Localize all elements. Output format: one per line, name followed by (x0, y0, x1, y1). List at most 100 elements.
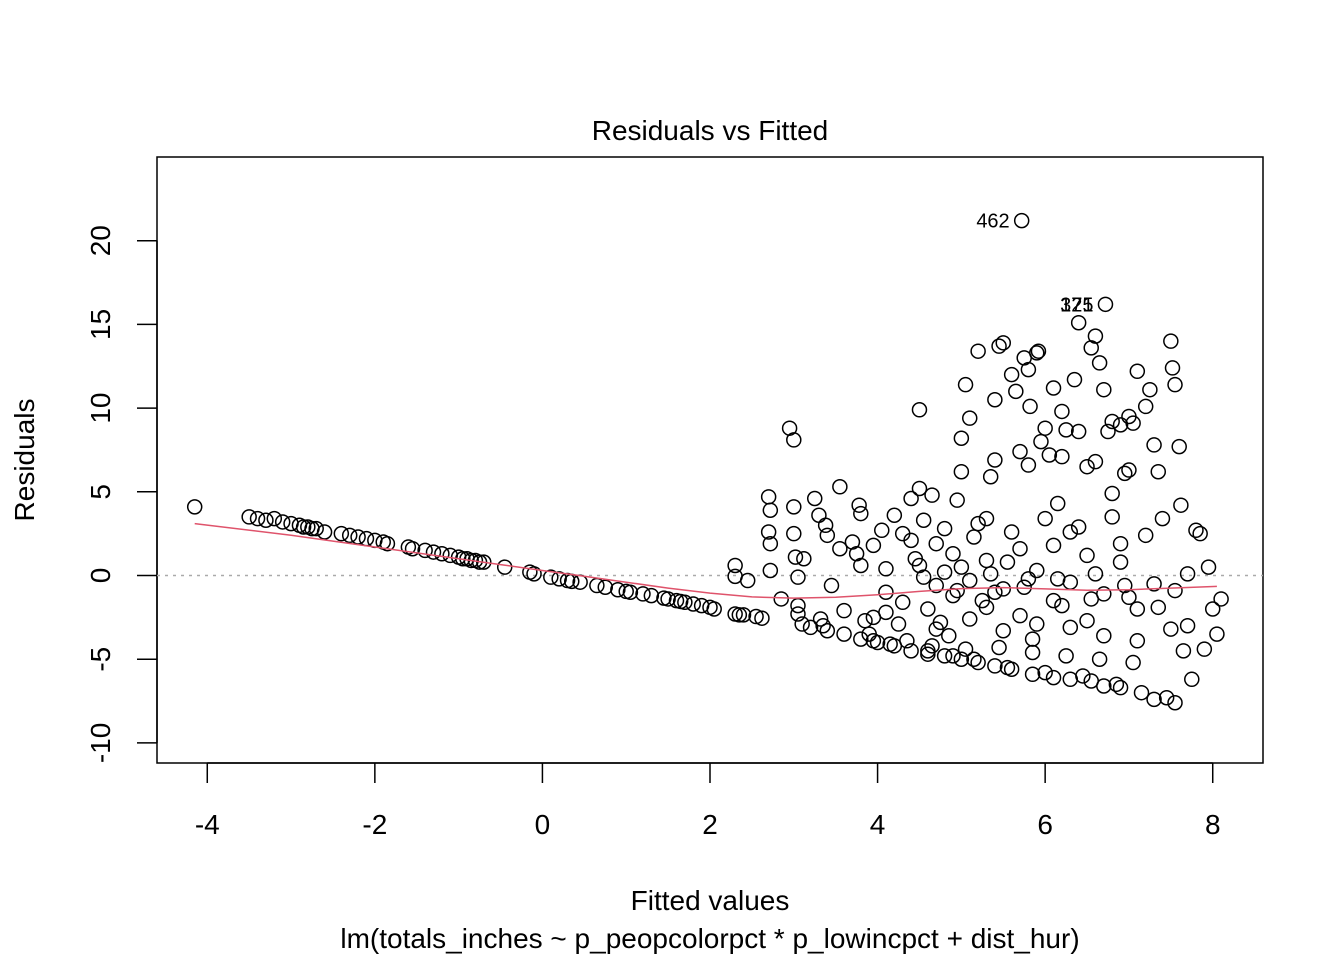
residual-point (1104, 413, 1120, 430)
residual-point (762, 502, 779, 518)
residual-point (869, 634, 886, 651)
residual-point (1167, 376, 1183, 393)
residual-point (1020, 361, 1037, 378)
residual-point (551, 571, 567, 587)
residual-point (857, 612, 873, 629)
residual-point (812, 611, 829, 627)
residual-point (853, 557, 869, 574)
residual-point (970, 654, 986, 671)
y-tick-label: 15 (85, 309, 116, 340)
residual-point (1083, 673, 1099, 689)
residual-point (991, 639, 1007, 656)
residual-point (1133, 684, 1150, 701)
residual-point (945, 545, 961, 562)
residual-point (953, 559, 970, 575)
y-tick-label: -10 (85, 723, 116, 763)
residual-point (1045, 380, 1062, 396)
residual-point (1209, 626, 1225, 642)
residual-point (754, 610, 770, 626)
residual-point (1146, 437, 1162, 453)
residual-point (258, 512, 274, 529)
residual-point (1188, 522, 1204, 539)
residual-point (865, 609, 882, 626)
residual-point (832, 540, 848, 557)
residual-point (1125, 654, 1141, 671)
residual-point (915, 569, 932, 585)
x-tick-label: 6 (1037, 809, 1053, 840)
point-label: 375 (1060, 294, 1093, 316)
residual-point (1163, 333, 1179, 349)
residual-point (928, 621, 944, 637)
residual-point (899, 633, 915, 649)
residual-point (1087, 453, 1104, 470)
residual-point (597, 579, 614, 595)
residual-point (1083, 591, 1099, 607)
residual-point (966, 529, 982, 545)
residual-point (1062, 619, 1079, 636)
residual-point (1112, 417, 1129, 433)
residual-point (823, 577, 840, 594)
residual-point (924, 487, 940, 503)
residual-point (1037, 420, 1053, 436)
model-formula-subtitle: lm(totals_inches ~ p_peopcolorpct * p_lo… (340, 923, 1079, 954)
residual-point (635, 586, 651, 602)
residual-point (760, 524, 777, 540)
residual-point (1137, 398, 1154, 415)
residual-point (970, 515, 986, 532)
residual-point (903, 643, 919, 659)
residual-point (815, 617, 831, 634)
residual-point (903, 532, 919, 549)
residual-point (1062, 524, 1079, 540)
residual-point (1049, 571, 1066, 587)
residual-point (1146, 691, 1162, 708)
residual-point (786, 432, 802, 448)
residual-point (987, 452, 1003, 468)
residual-point (1104, 485, 1120, 502)
residual-point (1108, 676, 1125, 693)
residual-point (817, 517, 834, 534)
residual-point (341, 527, 358, 544)
x-tick-label: 8 (1205, 809, 1221, 840)
residual-point (295, 519, 312, 535)
residual-point (878, 561, 894, 577)
residual-point (953, 430, 970, 446)
residual-point (1008, 383, 1024, 400)
y-axis-label: Residuals (9, 399, 40, 522)
residual-point (526, 566, 542, 582)
residual-point (1003, 524, 1020, 540)
residual-point (886, 507, 903, 523)
residual-point (1029, 616, 1045, 632)
residual-point (945, 648, 961, 664)
residual-point (794, 616, 810, 632)
residual-point (1075, 668, 1091, 684)
residual-point (1112, 679, 1129, 696)
residual-point (903, 490, 919, 507)
residual-point (832, 479, 848, 495)
residual-point (1117, 465, 1133, 482)
residual-point (796, 551, 812, 567)
residual-point (1097, 296, 1114, 313)
residual-point (496, 559, 513, 575)
x-axis: -4 -2 0 2 4 6 8 (195, 762, 1221, 840)
residual-point (762, 535, 779, 552)
residual-point (936, 520, 953, 537)
residual-point (1179, 566, 1196, 582)
residual-point (874, 522, 890, 539)
residual-point (1012, 607, 1028, 624)
residual-point (1100, 423, 1116, 440)
residual-point (731, 607, 748, 623)
residual-point (1091, 651, 1108, 667)
residual-point (404, 540, 421, 557)
residual-point (802, 619, 819, 636)
x-tick-label: 2 (702, 809, 718, 840)
residual-point (572, 574, 588, 590)
residual-point (1150, 599, 1167, 616)
residual-point (982, 468, 999, 485)
residual-point (961, 572, 978, 589)
residual-point (978, 510, 995, 527)
residual-point (1087, 566, 1104, 582)
residual-point (936, 564, 953, 580)
residual-point (865, 537, 882, 554)
residual-point (1173, 497, 1189, 513)
